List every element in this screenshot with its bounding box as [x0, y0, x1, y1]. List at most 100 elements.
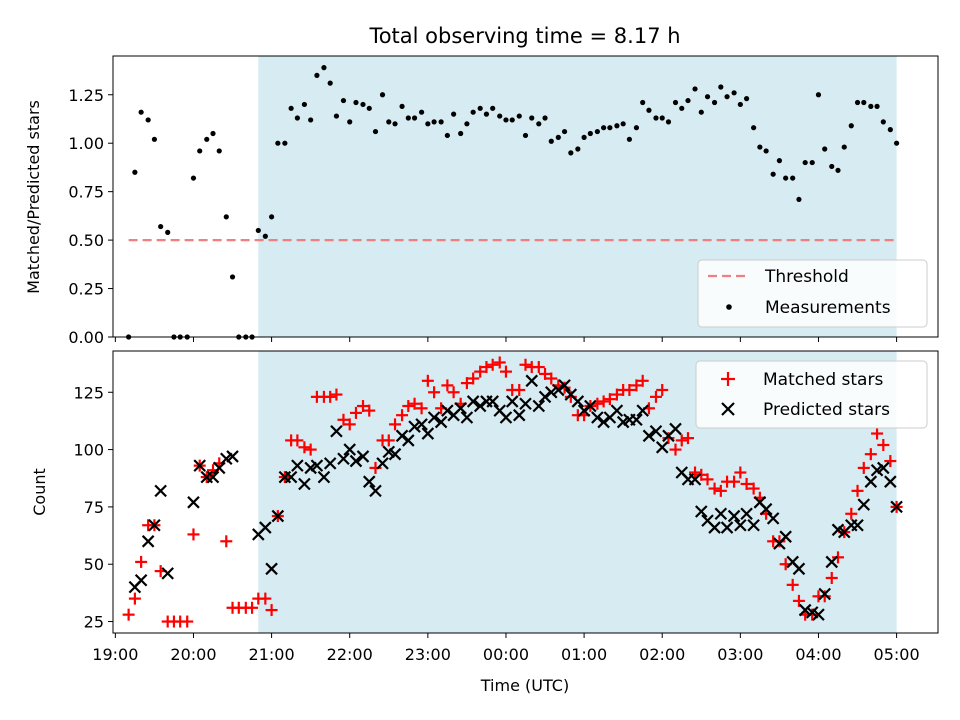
matched-star-point [610, 388, 623, 401]
y-tick-label: 0.75 [68, 183, 104, 202]
measurement-point [405, 115, 411, 121]
matched-star-point [734, 466, 747, 479]
measurement-point [835, 167, 841, 173]
measurement-point [640, 99, 646, 106]
measurement-point [880, 119, 886, 125]
measurement-point [132, 169, 138, 175]
matched-star-point [792, 594, 805, 607]
measurement-point [790, 175, 796, 181]
legend-predicted-swatch [721, 402, 735, 416]
matched-star-point [408, 397, 421, 410]
measurement-point [262, 233, 268, 239]
matched-star-point [474, 365, 487, 378]
x-tick-label: 00:00 [483, 645, 529, 664]
predicted-star-point [877, 461, 890, 475]
matched-star-point [818, 590, 831, 603]
ratio-legend-box [697, 259, 928, 328]
measurement-point [815, 92, 822, 98]
matched-star-point [298, 441, 311, 454]
ratio-x-axis-ticks [114, 337, 898, 342]
measurement-point [568, 150, 574, 156]
predicted-star-point [636, 404, 649, 417]
predicted-star-point [759, 502, 773, 516]
measurement-point [509, 117, 515, 123]
matched-star-point [246, 601, 259, 614]
predicted-star-point [525, 374, 539, 388]
measurement-point [607, 125, 613, 131]
measurement-point [490, 105, 496, 111]
predicted-star-point [818, 587, 831, 601]
count-plot-frame [112, 350, 939, 634]
measurement-point [431, 119, 437, 125]
x-tick-label: 21:00 [249, 645, 295, 664]
y-tick-label: 0.50 [68, 231, 104, 250]
y-tick-label: 75 [84, 498, 104, 517]
matched-star-point [857, 461, 870, 474]
measurement-point [829, 163, 835, 170]
predicted-star-point [298, 477, 311, 491]
predicted-star-point [649, 424, 663, 438]
measurement-point [874, 103, 880, 109]
predicted-star-point [395, 429, 409, 443]
measurement-point [672, 99, 679, 106]
measurement-point [340, 97, 347, 104]
x-tick-label: 02:00 [639, 645, 685, 664]
matched-star-point [265, 604, 278, 617]
measurement-point [347, 119, 353, 125]
matched-star-point [825, 571, 838, 584]
matched-star-point [447, 386, 460, 399]
legend-predicted-label: Predicted stars [763, 400, 890, 420]
measurement-point [392, 121, 398, 127]
measurement-point [360, 101, 366, 108]
count-x-axis: 19:00 20:00 21:00 22:00 23:00 00:00 01:00 02:00… [92, 633, 920, 664]
measurement-point [659, 115, 665, 121]
matched-star-point [597, 395, 610, 408]
predicted-star-point [271, 509, 285, 523]
predicted-star-point [454, 402, 467, 415]
matched-star-point [845, 507, 858, 520]
predicted-star-point [727, 509, 741, 523]
measurement-point [503, 117, 509, 123]
predicted-star-point [441, 404, 454, 417]
predicted-star-point [552, 383, 565, 397]
predicted-star-point [779, 530, 792, 543]
measurement-point [737, 101, 743, 108]
matched-star-point [695, 468, 708, 481]
measurement-point [698, 109, 704, 115]
measurement-point [268, 214, 275, 220]
measurement-point [704, 94, 711, 100]
predicted-star-point [356, 450, 370, 463]
predicted-star-point [812, 608, 825, 621]
measurement-point [282, 140, 288, 146]
measurement-point [516, 113, 522, 119]
predicted-star-point [369, 484, 382, 498]
matched-star-point [415, 402, 428, 415]
measurement-point [190, 175, 197, 181]
matched-star-point [499, 365, 512, 378]
legend-matched-label: Matched stars [763, 370, 883, 390]
measurement-point [542, 115, 548, 121]
matched-star-point [486, 358, 499, 371]
measurement-point [308, 117, 314, 123]
y-tick-label: 50 [84, 555, 104, 574]
matched-star-point [662, 432, 675, 445]
ratio-y-axis: 0.00 0.25 0.50 0.75 1.00 1.25 [68, 86, 113, 347]
predicted-star-point [317, 470, 331, 484]
predicted-star-point [499, 411, 513, 424]
predicted-star-point [343, 443, 356, 456]
matched-star-point [519, 358, 532, 371]
matched-star-point [259, 592, 272, 605]
predicted-star-point [747, 518, 760, 532]
measurement-point [522, 132, 529, 139]
x-tick-label: 20:00 [170, 645, 216, 664]
matched-star-point [389, 418, 402, 431]
predicted-stars-points [128, 374, 903, 621]
measurement-point [314, 72, 320, 78]
predicted-star-point [362, 475, 376, 488]
predicted-star-point [265, 562, 278, 576]
measurement-point [646, 107, 652, 113]
matched-star-point [181, 615, 194, 628]
measurement-point [327, 80, 333, 86]
measurement-point [165, 229, 171, 235]
matched-star-point [513, 383, 526, 396]
